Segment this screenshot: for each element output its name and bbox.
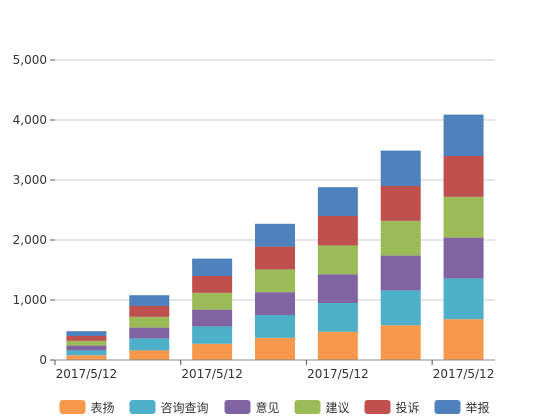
bar-segment (255, 223, 295, 247)
y-tick-label: 0 (39, 353, 47, 367)
legend-label: 表扬 (91, 400, 115, 415)
bar-segment (380, 325, 421, 360)
bar-segment (192, 292, 233, 310)
x-axis: 2017/5/12 2017/5/12 2017/5/12 2017/5/12 (54, 359, 495, 381)
bar-segment (380, 255, 421, 291)
legend-item[interactable]: 举报 (434, 400, 490, 415)
bar-segment (255, 246, 295, 270)
bar-segment (129, 327, 170, 339)
bar-segment (443, 114, 484, 156)
bar-segment (317, 187, 358, 216)
x-tick-label: 2017/5/12 (56, 367, 118, 381)
bar-segment (66, 355, 107, 360)
legend-swatch (59, 400, 86, 414)
bar-segment (129, 306, 170, 317)
x-tick-label: 2017/5/12 (181, 367, 243, 381)
bar-segment (66, 340, 107, 346)
y-tick-label: 4,000 (13, 113, 47, 127)
legend-swatch (364, 400, 391, 414)
legend-swatch (224, 400, 251, 414)
legend-label: 投诉 (396, 400, 420, 415)
bar-segment (443, 156, 484, 197)
legend-item[interactable]: 建议 (294, 400, 350, 415)
y-tick-label: 1,000 (13, 293, 47, 307)
bar-segment (443, 319, 484, 360)
bar-segment (255, 269, 295, 293)
x-tick-label: 2017/5/12 (433, 367, 495, 381)
bars (66, 114, 484, 360)
bar-segment (129, 350, 170, 360)
bar-segment (192, 258, 233, 276)
bar-segment (317, 216, 358, 246)
legend-label: 举报 (466, 400, 490, 415)
bar-segment (380, 150, 421, 186)
bar-segment (192, 343, 233, 360)
bar-segment (129, 295, 170, 306)
y-tick-label: 5,000 (13, 53, 47, 67)
legend-label: 咨询查询 (161, 400, 209, 415)
legend-label: 意见 (256, 400, 280, 415)
bar-segment (380, 220, 421, 256)
grid-lines (55, 59, 495, 301)
legend-swatch (129, 400, 156, 414)
legend-item[interactable]: 咨询查询 (129, 400, 209, 415)
legend: 表扬 咨询查询 意见 建议 投诉 举报 (59, 400, 490, 415)
y-tick-label: 2,000 (13, 233, 47, 247)
bar-segment (380, 290, 421, 326)
bar-segment (443, 196, 484, 238)
bar-segment (66, 350, 107, 356)
bar-segment (317, 331, 358, 360)
legend-item[interactable]: 意见 (224, 400, 280, 415)
bar-segment (317, 303, 358, 332)
bar-segment (443, 278, 484, 320)
bar-segment (192, 326, 233, 344)
bar-segment (255, 337, 295, 360)
x-tick-label: 2017/5/12 (307, 367, 369, 381)
bar-segment (192, 309, 233, 327)
bar-segment (255, 315, 295, 338)
bar-segment (443, 237, 484, 279)
bar-segment (66, 336, 107, 341)
bar-segment (129, 316, 170, 328)
bar-segment (317, 245, 358, 275)
bar-segment (380, 186, 421, 221)
legend-item[interactable]: 投诉 (364, 400, 420, 415)
bar-segment (192, 276, 233, 293)
legend-item[interactable]: 表扬 (59, 400, 115, 415)
legend-swatch (434, 400, 461, 414)
bar-segment (317, 274, 358, 303)
legend-label: 建议 (326, 401, 350, 415)
bar-segment (255, 292, 295, 315)
y-tick-label: 3,000 (13, 173, 47, 187)
bar-segment (66, 331, 107, 336)
legend-swatch (294, 400, 321, 414)
bar-segment (66, 345, 107, 351)
bar-segment (129, 338, 170, 351)
y-axis: 0 1,000 2,000 3,000 4,000 5,000 (13, 53, 55, 367)
